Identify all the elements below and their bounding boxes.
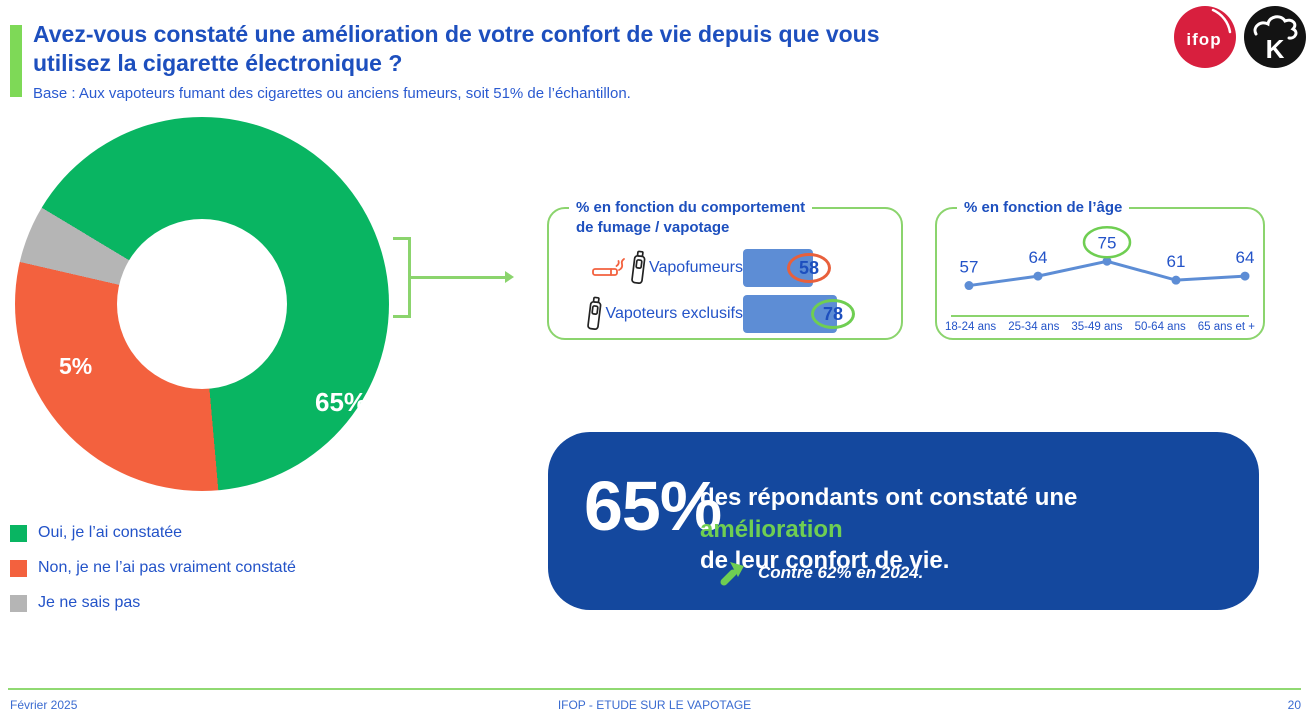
key-figure-highlight: amélioration [700, 515, 843, 543]
legend-item-nsp: Je ne sais pas [10, 594, 296, 612]
bar-label: Vapoteurs exclusifs [605, 305, 743, 322]
vape-icon [631, 250, 646, 285]
legend-label: Je ne sais pas [38, 594, 141, 611]
behavior-row-vapofumeurs: Vapofumeurs 58 [559, 249, 895, 287]
age-label: 35-49 ans [1071, 321, 1123, 333]
partner-logo-icon: K [1244, 6, 1306, 68]
ifop-logo-icon: ifop [1174, 6, 1236, 68]
age-label: 18-24 ans [945, 321, 997, 333]
footer-date: Février 2025 [10, 698, 78, 712]
key-figure-value: 65% [584, 467, 722, 545]
key-figure-text: des répondants ont constaté une améliora… [700, 484, 1078, 575]
legend-swatch-green [10, 524, 27, 542]
bar-value-badge: 58 [787, 253, 831, 283]
title-accent-bar [10, 25, 22, 97]
bar-value-badge: 78 [811, 299, 855, 329]
behavior-row-vapoteurs-exclusifs: Vapoteurs exclusifs 78 [559, 295, 895, 333]
age-box-title: % en fonction de l’âge [957, 198, 1130, 218]
legend-item-non: Non, je ne l’ai pas vraiment constaté [10, 559, 296, 577]
legend-swatch-orange [10, 559, 27, 577]
page-title: Avez-vous constaté une amélioration de v… [33, 20, 1123, 78]
key-figure-callout: 65% des répondants ont constaté une amél… [548, 432, 1259, 610]
bar-label: Vapofumeurs [649, 259, 743, 276]
donut-label-oui: 65% [315, 387, 368, 417]
footer-study-title: IFOP - ETUDE SUR LE VAPOTAGE [557, 698, 752, 712]
comparison-note: Contre 62% en 2024. [720, 560, 923, 586]
svg-text:64: 64 [1029, 248, 1048, 267]
bar-value: 58 [798, 257, 820, 278]
legend-label: Non, je ne l’ai pas vraiment constaté [38, 559, 296, 576]
svg-text:61: 61 [1167, 252, 1186, 271]
footer-divider [8, 688, 1301, 690]
footer-page-number: 20 [1287, 698, 1301, 712]
behavior-box-title: % en fonction du comportement de fumage … [569, 198, 813, 237]
cigarette-icon [592, 258, 625, 276]
donut-label-non: 30% [85, 492, 138, 522]
age-label: 50-64 ans [1134, 321, 1186, 333]
age-box: % en fonction de l’âge 57 64 75 61 64 18-24 … [935, 198, 1265, 340]
base-note: Base : Aux vapoteurs fumant des cigarett… [33, 85, 631, 102]
legend-label: Oui, je l’ai constatée [38, 524, 183, 541]
donut-label-nsp: 5% [59, 353, 93, 379]
trend-up-arrow-icon [720, 562, 744, 586]
bracket-connector [393, 237, 411, 318]
connector-arrow-line [411, 276, 505, 279]
donut-hole [117, 219, 287, 389]
connector-arrow-head-icon [505, 271, 514, 283]
donut-legend: Oui, je l’ai constatée Non, je ne l’ai p… [10, 524, 296, 612]
partner-logo: K [1243, 5, 1307, 69]
ifop-logo: ifop [1173, 5, 1237, 69]
age-axis-line [951, 315, 1249, 317]
svg-text:K: K [1266, 34, 1285, 64]
donut-chart: 65% 30% 5% [15, 117, 389, 522]
bar-value: 78 [822, 303, 844, 324]
behavior-box: % en fonction du comportement de fumage … [547, 198, 903, 340]
age-line-chart: 57 64 75 61 64 [960, 226, 1255, 291]
page-title-line1: Avez-vous constaté une amélioration de v… [33, 21, 880, 47]
svg-text:ifop: ifop [1186, 30, 1221, 49]
age-category-labels: 18-24 ans 25-34 ans 35-49 ans 50-64 ans … [945, 321, 1255, 333]
age-label: 65 ans et + [1197, 321, 1255, 333]
legend-swatch-gray [10, 594, 27, 612]
vape-icon [587, 296, 602, 331]
age-label: 25-34 ans [1008, 321, 1060, 333]
svg-text:75: 75 [1098, 233, 1117, 252]
legend-item-oui: Oui, je l’ai constatée [10, 524, 296, 542]
page-title-line2: utilisez la cigarette électronique ? [33, 49, 403, 76]
comparison-note-text: Contre 62% en 2024. [758, 563, 924, 582]
svg-text:57: 57 [960, 258, 979, 277]
svg-text:64: 64 [1236, 248, 1255, 267]
